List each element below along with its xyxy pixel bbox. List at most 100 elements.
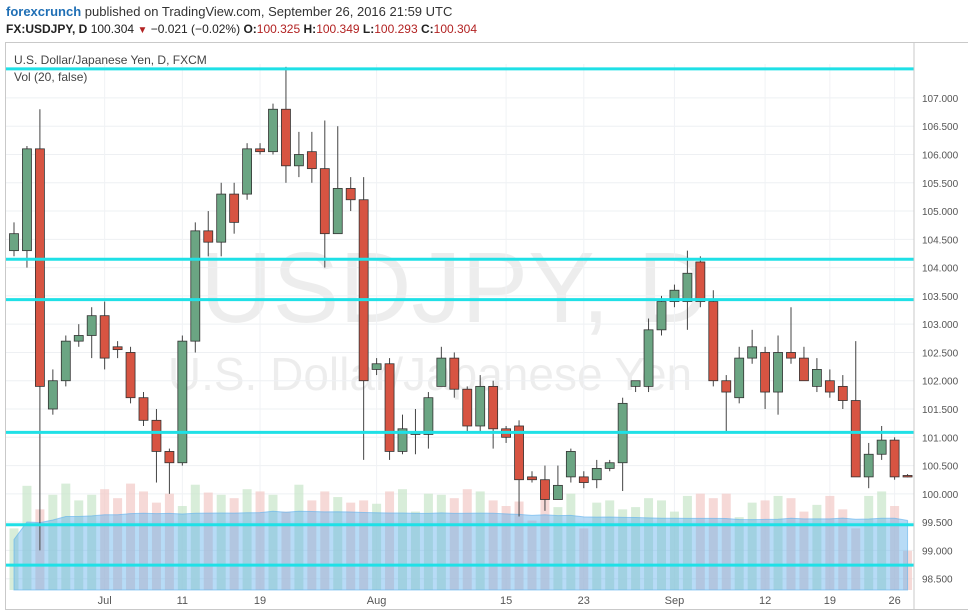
- candle[interactable]: [86, 307, 97, 359]
- x-tick-label: 11: [177, 595, 188, 607]
- candle[interactable]: [138, 392, 149, 426]
- candle[interactable]: [22, 146, 32, 268]
- candle[interactable]: [540, 465, 550, 511]
- candle[interactable]: [630, 380, 641, 393]
- candle[interactable]: [488, 380, 499, 449]
- candle[interactable]: [656, 295, 667, 336]
- candle[interactable]: [371, 358, 382, 376]
- candle[interactable]: [747, 329, 758, 364]
- candle[interactable]: [190, 222, 201, 353]
- candle[interactable]: [734, 346, 745, 404]
- candle[interactable]: [112, 341, 123, 359]
- candle[interactable]: [708, 290, 719, 387]
- price-axis-panel[interactable]: [914, 43, 968, 609]
- candle[interactable]: [773, 335, 783, 415]
- candle[interactable]: [332, 126, 343, 235]
- candle-body-down: [138, 397, 149, 421]
- volume-bar: [203, 492, 213, 590]
- volume-bar: [177, 506, 187, 590]
- candle[interactable]: [527, 471, 537, 483]
- volume-bar: [372, 503, 382, 590]
- candle[interactable]: [9, 222, 19, 257]
- candle[interactable]: [242, 143, 253, 200]
- candle[interactable]: [591, 459, 602, 489]
- candle[interactable]: [475, 375, 486, 432]
- candle[interactable]: [203, 211, 214, 257]
- candle[interactable]: [384, 358, 395, 460]
- y-tick-label: 105.500: [922, 179, 959, 190]
- volume-bar: [644, 498, 654, 590]
- volume-bar: [359, 500, 369, 590]
- volume-bar: [812, 504, 822, 590]
- candle[interactable]: [281, 66, 291, 183]
- candle-body-down: [708, 301, 719, 382]
- candle[interactable]: [345, 177, 356, 212]
- y-tick-label: 99.000: [922, 546, 953, 557]
- candle[interactable]: [760, 346, 770, 410]
- candle[interactable]: [293, 131, 304, 178]
- candle-body-down: [799, 357, 809, 382]
- candle[interactable]: [501, 425, 512, 443]
- candle[interactable]: [462, 386, 473, 432]
- candle[interactable]: [850, 341, 861, 478]
- volume-bar: [100, 489, 110, 590]
- candle[interactable]: [617, 397, 628, 492]
- candle[interactable]: [47, 369, 58, 415]
- volume-bar: [618, 509, 628, 590]
- candle-body-up: [630, 380, 641, 387]
- candle-body-up: [332, 188, 343, 235]
- candle-body-down: [35, 148, 45, 387]
- y-tick-label: 102.000: [922, 377, 959, 388]
- y-tick-label: 103.000: [922, 320, 959, 331]
- volume-bar: [540, 495, 550, 590]
- candle[interactable]: [436, 346, 447, 387]
- candle[interactable]: [216, 182, 227, 257]
- candle[interactable]: [358, 177, 369, 460]
- candle[interactable]: [514, 420, 524, 517]
- candle[interactable]: [177, 335, 188, 466]
- candle[interactable]: [565, 448, 576, 483]
- volume-indicator-label[interactable]: Vol (20, false): [14, 70, 88, 84]
- candle-body-down: [837, 385, 848, 401]
- candle[interactable]: [578, 471, 589, 489]
- candle-body-down: [345, 188, 356, 201]
- candle[interactable]: [889, 437, 900, 480]
- candle[interactable]: [863, 442, 874, 489]
- candle-body-up: [591, 467, 602, 481]
- candle[interactable]: [682, 250, 693, 330]
- candle-body-up: [876, 439, 887, 455]
- candle[interactable]: [553, 465, 563, 500]
- candle[interactable]: [268, 103, 278, 155]
- candle[interactable]: [397, 414, 408, 455]
- candle[interactable]: [99, 301, 110, 370]
- candle[interactable]: [721, 375, 732, 432]
- brand-link[interactable]: forexcrunch: [6, 4, 82, 19]
- candle[interactable]: [319, 120, 330, 268]
- candle-body-down: [760, 352, 770, 393]
- volume-bar: [126, 483, 136, 590]
- candle[interactable]: [423, 392, 434, 449]
- candle[interactable]: [604, 459, 615, 472]
- candle[interactable]: [151, 409, 162, 483]
- candle-body-up: [734, 357, 745, 399]
- candle[interactable]: [902, 474, 913, 478]
- candle[interactable]: [35, 109, 45, 551]
- candle[interactable]: [837, 375, 848, 410]
- candle[interactable]: [229, 182, 240, 234]
- candle[interactable]: [449, 352, 460, 398]
- candle[interactable]: [643, 318, 654, 393]
- candle[interactable]: [799, 346, 809, 382]
- candle[interactable]: [669, 284, 680, 308]
- candle[interactable]: [824, 369, 835, 398]
- candle[interactable]: [786, 307, 796, 364]
- candle[interactable]: [306, 131, 317, 183]
- candle[interactable]: [60, 335, 71, 387]
- candle[interactable]: [812, 358, 822, 393]
- candle[interactable]: [73, 324, 84, 347]
- candle[interactable]: [164, 448, 175, 494]
- candle[interactable]: [255, 143, 265, 155]
- candle[interactable]: [125, 346, 136, 404]
- low-value: 100.293: [374, 22, 418, 36]
- candle-body-down: [695, 261, 706, 302]
